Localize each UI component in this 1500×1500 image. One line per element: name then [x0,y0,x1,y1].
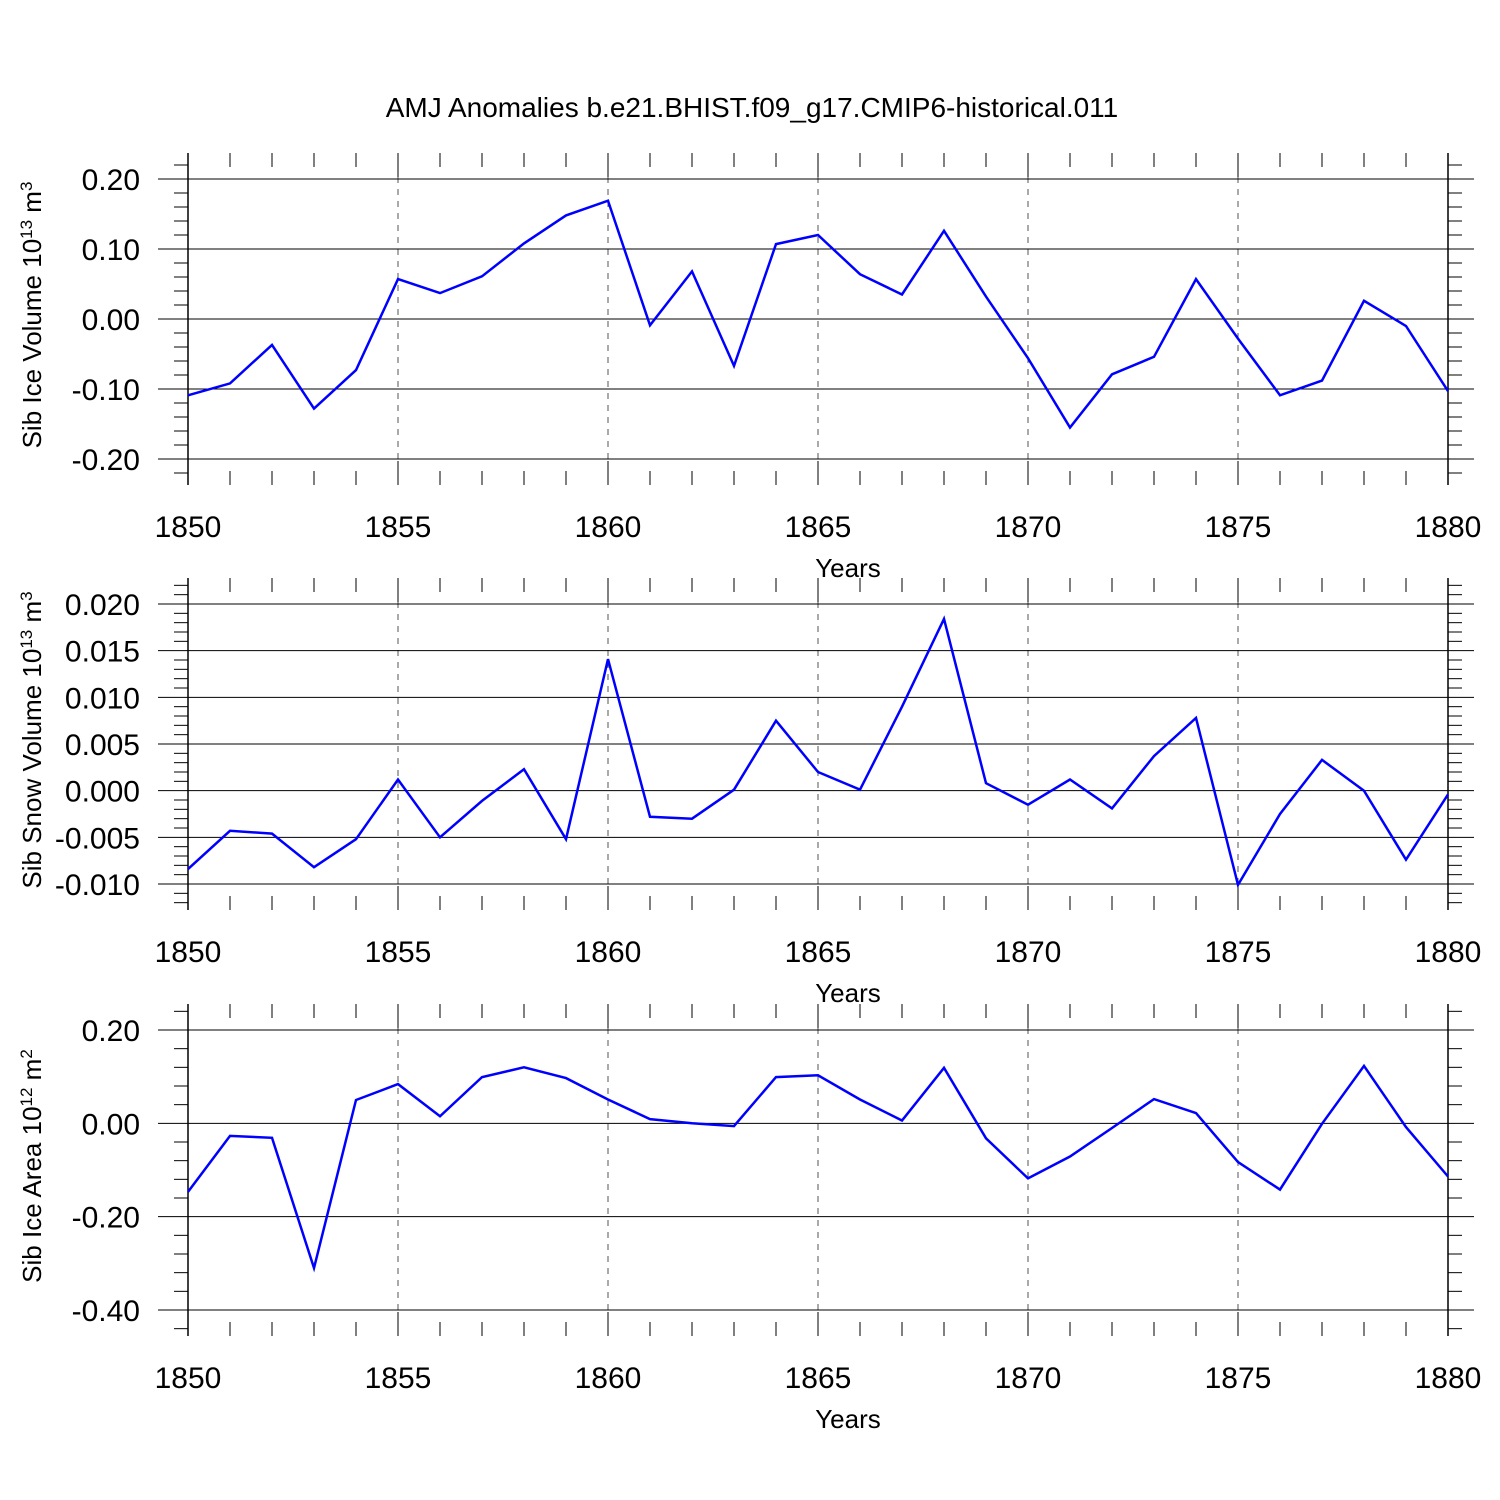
x-tick-label: 1880 [1415,511,1482,544]
x-tick-label: 1875 [1205,1362,1272,1395]
x-tick-label: 1860 [575,511,642,544]
panel-3: 0.20 0.00 -0.20 -0.40 1850 1855 1860 1865 1870 18… [17,1004,1482,1434]
x-tick-label: 1870 [995,936,1062,969]
x-axis-title: Years [815,978,881,1008]
x-tick-label: 1855 [365,511,432,544]
x-tick-label: 1865 [785,936,852,969]
x-tick-label: 1865 [785,1362,852,1395]
x-tick-label: 1855 [365,1362,432,1395]
y-tick-label: 0.20 [82,164,140,197]
y-tick-label: 0.020 [65,589,140,622]
y-axis-title-unit: m [17,191,47,220]
x-tick-label: 1880 [1415,936,1482,969]
y-axis-title-unit: m [17,1059,47,1088]
y-tick-label: -0.20 [72,1202,140,1235]
y-axis-title: Sib Ice Area 1012 m2 [17,1049,48,1283]
x-tick-label: 1870 [995,1362,1062,1395]
y-tick-label: 0.20 [82,1015,140,1048]
y-axis-title-unit-exponent: 3 [17,182,36,191]
y-tick-label: -0.20 [72,444,140,477]
y-tick-label: 0.00 [82,304,140,337]
x-tick-label: 1860 [575,936,642,969]
y-tick-label: 0.015 [65,636,140,669]
y-axis-title-unit: m [17,601,47,630]
plots-container: 0.20 0.10 0.00 -0.10 -0.20 1850 1855 1860 1865 18… [17,153,1482,1434]
x-axis-title: Years [815,1404,881,1434]
y-axis-title: Sib Ice Volume 1013 m3 [17,182,48,449]
x-tick-label: 1855 [365,936,432,969]
x-tick-label: 1850 [155,1362,222,1395]
y-tick-label: 0.00 [82,1108,140,1141]
y-tick-label: 0.10 [82,234,140,267]
y-axis-title-main: Sib Ice Area 10 [17,1106,47,1282]
y-axis-title-main: Sib Snow Volume 10 [17,649,47,889]
panel-2: 0.020 0.015 0.010 0.005 0.000 -0.005 -0.010 185… [17,578,1482,1008]
chart-title: AMJ Anomalies b.e21.BHIST.f09_g17.CMIP6-… [386,92,1119,123]
y-tick-label: -0.40 [72,1295,140,1328]
panel-1: 0.20 0.10 0.00 -0.10 -0.20 1850 1855 1860 1865 18… [17,153,1482,583]
x-tick-label: 1875 [1205,511,1272,544]
y-tick-label: 0.000 [65,776,140,809]
x-tick-label: 1880 [1415,1362,1482,1395]
x-tick-label: 1850 [155,936,222,969]
y-axis-title-unit-exponent: 2 [17,1049,36,1058]
x-tick-label: 1875 [1205,936,1272,969]
y-axis-title-exponent: 13 [17,220,36,239]
x-tick-label: 1850 [155,511,222,544]
y-axis-title-exponent: 12 [17,1088,36,1107]
y-tick-label: -0.10 [72,374,140,407]
x-tick-label: 1865 [785,511,852,544]
y-tick-label: -0.005 [55,822,140,855]
x-tick-label: 1860 [575,1362,642,1395]
y-axis-title: Sib Snow Volume 1013 m3 [17,591,48,888]
y-axis-title-main: Sib Ice Volume 10 [17,239,47,449]
x-tick-label: 1870 [995,511,1062,544]
y-tick-label: -0.010 [55,869,140,902]
y-tick-label: 0.010 [65,682,140,715]
y-tick-label: 0.005 [65,729,140,762]
x-axis-title: Years [815,553,881,583]
y-axis-title-unit-exponent: 3 [17,591,36,600]
y-axis-title-exponent: 13 [17,630,36,649]
